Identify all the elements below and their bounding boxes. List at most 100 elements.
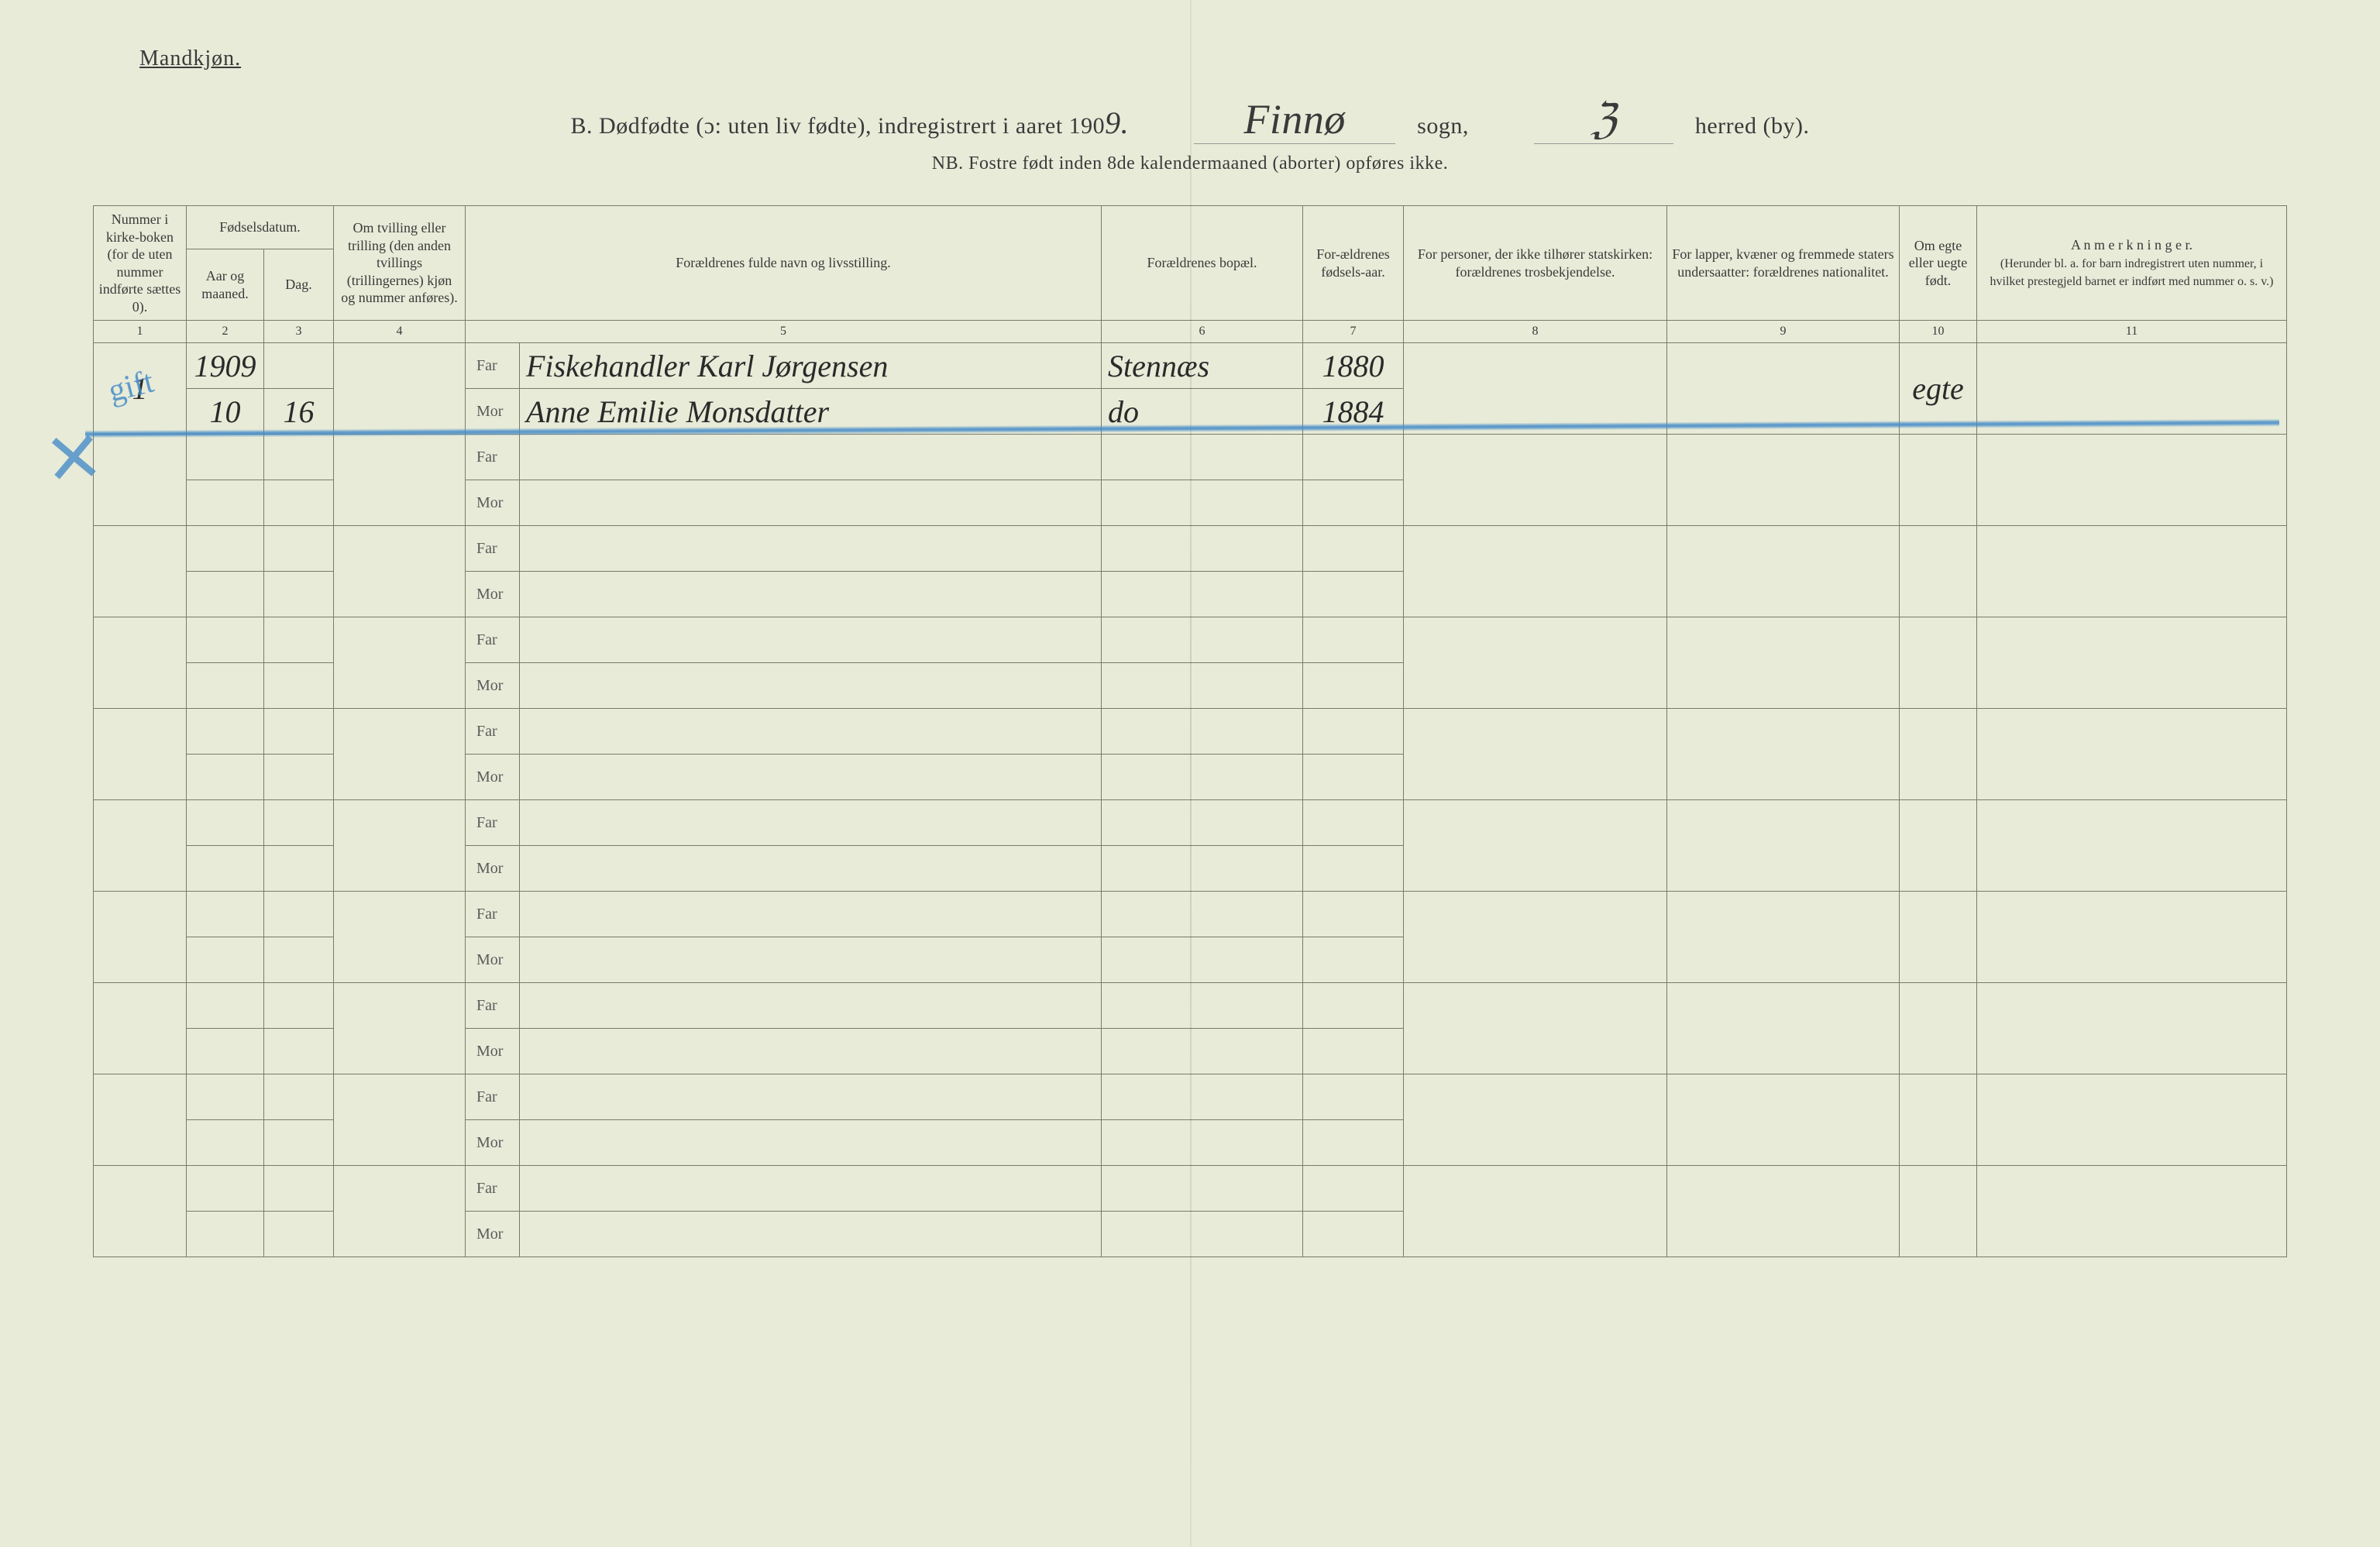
entry-nat xyxy=(1667,435,1900,526)
entry-month xyxy=(187,480,264,526)
entry-anm xyxy=(1977,617,2287,709)
mor-label: Mor xyxy=(466,937,520,983)
mor-bopael xyxy=(1102,846,1303,892)
mor-aar xyxy=(1303,937,1404,983)
mor-name xyxy=(520,1120,1102,1166)
col-header-9: For lapper, kvæner og fremmede staters u… xyxy=(1667,206,1900,321)
entry-day xyxy=(264,1120,334,1166)
mor-bopael xyxy=(1102,663,1303,709)
entry-day-blank xyxy=(264,617,334,663)
entry-twin xyxy=(334,1074,466,1166)
mor-bopael xyxy=(1102,937,1303,983)
colnum-4: 4 xyxy=(334,321,466,343)
far-aar xyxy=(1303,983,1404,1029)
entry-row-far: Far xyxy=(94,709,2287,755)
entry-anm xyxy=(1977,892,2287,983)
far-name xyxy=(520,526,1102,572)
far-label: Far xyxy=(466,617,520,663)
entry-tros xyxy=(1404,1074,1667,1166)
entry-anm xyxy=(1977,343,2287,435)
sogn-handwritten: Finnø xyxy=(1194,95,1395,144)
entry-egte xyxy=(1900,1166,1977,1257)
far-name xyxy=(520,892,1102,937)
entry-twin xyxy=(334,526,466,617)
far-aar xyxy=(1303,892,1404,937)
far-name: Fiskehandler Karl Jørgensen xyxy=(520,343,1102,389)
entry-twin xyxy=(334,617,466,709)
entry-nat xyxy=(1667,617,1900,709)
entry-day xyxy=(264,480,334,526)
mor-name xyxy=(520,755,1102,800)
entry-egte xyxy=(1900,709,1977,800)
entry-tros xyxy=(1404,1166,1667,1257)
entry-year xyxy=(187,526,264,572)
colnum-2: 2 xyxy=(187,321,264,343)
entry-egte xyxy=(1900,1074,1977,1166)
entry-day xyxy=(264,846,334,892)
entry-day xyxy=(264,663,334,709)
mor-bopael xyxy=(1102,480,1303,526)
entry-nat xyxy=(1667,1074,1900,1166)
entry-month: 10 xyxy=(187,389,264,435)
year-handwritten: 9. xyxy=(1105,105,1129,140)
entry-row-far: Far xyxy=(94,892,2287,937)
entry-nat xyxy=(1667,1166,1900,1257)
entry-day-blank xyxy=(264,526,334,572)
colnum-7: 7 xyxy=(1303,321,1404,343)
col-header-8: For personer, der ikke tilhører statskir… xyxy=(1404,206,1667,321)
entry-row-far: Far xyxy=(94,617,2287,663)
entry-year xyxy=(187,1166,264,1212)
col-header-7: For-ældrenes fødsels-aar. xyxy=(1303,206,1404,321)
entry-row-far: Far xyxy=(94,1166,2287,1212)
mor-bopael: do xyxy=(1102,389,1303,435)
entry-year xyxy=(187,709,264,755)
entry-nat xyxy=(1667,343,1900,435)
entry-year xyxy=(187,800,264,846)
mor-bopael xyxy=(1102,1029,1303,1074)
entry-tros xyxy=(1404,526,1667,617)
entry-row-far: Far xyxy=(94,800,2287,846)
entry-egte xyxy=(1900,617,1977,709)
far-label: Far xyxy=(466,1074,520,1120)
col-header-4: Om tvilling eller trilling (den anden tv… xyxy=(334,206,466,321)
entry-nat xyxy=(1667,709,1900,800)
entry-twin xyxy=(334,343,466,435)
entry-day-blank xyxy=(264,800,334,846)
register-body: 11909FarFiskehandler Karl JørgensenStenn… xyxy=(94,343,2287,1257)
entry-month xyxy=(187,1029,264,1074)
entry-tros xyxy=(1404,435,1667,526)
col-header-date: Fødselsdatum. xyxy=(187,206,334,249)
far-name xyxy=(520,435,1102,480)
col-header-5: Forældrenes fulde navn og livsstilling. xyxy=(466,206,1102,321)
mor-name xyxy=(520,1029,1102,1074)
entry-day xyxy=(264,755,334,800)
entry-nat xyxy=(1667,983,1900,1074)
entry-day: 16 xyxy=(264,389,334,435)
entry-day xyxy=(264,1212,334,1257)
entry-day xyxy=(264,572,334,617)
register-table: Nummer i kirke-boken (for de uten nummer… xyxy=(93,205,2287,1257)
entry-day-blank xyxy=(264,709,334,755)
mor-name xyxy=(520,663,1102,709)
entry-month xyxy=(187,663,264,709)
far-aar xyxy=(1303,526,1404,572)
far-label: Far xyxy=(466,435,520,480)
entry-anm xyxy=(1977,709,2287,800)
entry-tros xyxy=(1404,343,1667,435)
title-prefix: B. Dødfødte (ɔ: uten liv fødte), indregi… xyxy=(571,113,1106,139)
sogn-label: sogn, xyxy=(1417,113,1469,139)
far-name xyxy=(520,983,1102,1029)
mor-label: Mor xyxy=(466,755,520,800)
mor-label: Mor xyxy=(466,1029,520,1074)
far-bopael xyxy=(1102,526,1303,572)
entry-tros xyxy=(1404,892,1667,983)
far-name xyxy=(520,709,1102,755)
entry-month xyxy=(187,846,264,892)
col-header-2: Aar og maaned. xyxy=(187,249,264,321)
far-name xyxy=(520,800,1102,846)
mor-bopael xyxy=(1102,755,1303,800)
mor-bopael xyxy=(1102,1212,1303,1257)
far-aar xyxy=(1303,709,1404,755)
entry-num xyxy=(94,1166,187,1257)
far-label: Far xyxy=(466,343,520,389)
